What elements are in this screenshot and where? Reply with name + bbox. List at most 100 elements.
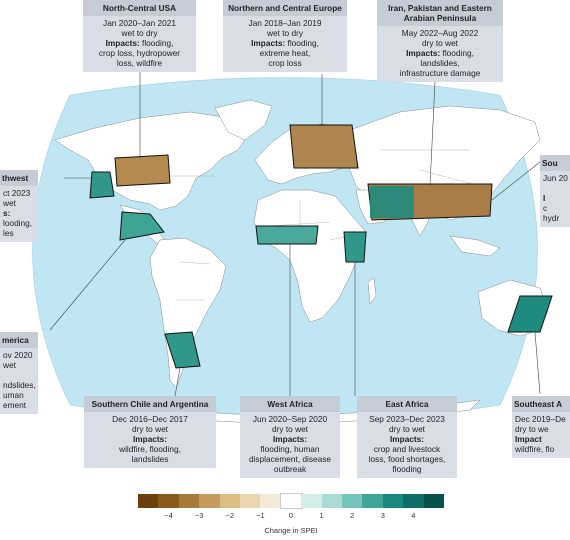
legend-tick-label: 0 [288,511,294,520]
callout-period: Dec 2019–De [515,414,566,424]
legend-swatch [178,494,200,508]
callout-impact-line: c [543,203,548,213]
callout-period: Sep 2023–Dec 2023 [369,414,445,424]
callout-transition: dry to wet [389,424,425,434]
callout-impact-line: uman [3,390,24,400]
callout-transition: dry to wet [132,424,168,434]
callout-impact-line: looding, [3,218,33,228]
callout-northwest: thwest ct 2023 wet s: looding, les [0,170,38,242]
callout-period: May 2022–Aug 2022 [401,28,479,38]
callout-impact-line: ndslides, [3,380,36,390]
legend-tick-label: −3 [194,511,204,520]
callout-period: Dec 2016–Dec 2017 [112,414,188,424]
callout-central-america: merica ov 2020 wet ndslides, uman ement [0,332,38,414]
region-northwest [89,171,115,199]
callout-title: Iran, Pakistan and Eastern Arabian Penin… [377,0,503,26]
callout-impact-line: crop loss [268,58,302,68]
legend-swatch [321,494,343,508]
legend-tick-label: −2 [225,511,235,520]
callout-period: Jun 2020–Sep 2020 [252,414,328,424]
callout-impact-line: les [3,228,14,238]
callout-impact-line: wildfire, flooding, [119,444,181,454]
legend-swatch [260,494,282,508]
callout-impact-line: landslides [131,454,169,464]
legend-tick-label: 3 [380,511,385,520]
legend-caption: Change in SPEI [264,526,318,535]
callout-transition: dry to wet [422,38,458,48]
region-northern-europe [289,124,359,169]
callout-title-line: Arabian Peninsula [403,13,477,23]
callout-title: West Africa [240,396,340,412]
callout-period: ct 2023 [3,188,31,198]
callout-impact-line: flooding, human [260,444,320,454]
callout-impact-line: flooding, [142,38,174,48]
callout-title: Southeast A [512,396,570,412]
legend-swatch [279,493,303,509]
leader-lines [49,62,541,397]
callout-title: Northern and Central Europe [223,0,347,16]
callout-transition: wet to dry [121,28,158,38]
legend-swatch [403,494,425,508]
legend-swatch [362,494,384,508]
callout-impact-line: hydr [543,213,560,223]
legend-swatch [219,494,241,508]
callout-impacts-label: Impact [515,434,542,444]
callout-northern-central-europe: Northern and Central Europe Jan 2018–Jan… [223,0,347,72]
callout-impact-line: loss, wildfire [116,58,163,68]
callout-southeast-australia: Southeast A Dec 2019–De dry to we Impact… [512,396,570,458]
callout-title-line: Iran, Pakistan and Eastern [388,3,492,13]
callout-title: East Africa [357,396,457,412]
callout-impacts-label: Impacts: [272,434,308,444]
callout-impact-line: extreme heat, [259,48,311,58]
callout-impacts-label: Impacts: [389,434,425,444]
callout-impacts-label: Impacts: [251,38,286,48]
region-west-africa [255,225,319,245]
region-north-central-usa [114,154,171,187]
region-southern-chile-argentina [164,331,201,369]
callout-impact-line: loss, food shortages, [368,454,446,464]
anomaly-regions [89,124,553,369]
callout-transition: wet [3,360,16,370]
callout-west-africa: West Africa Jun 2020–Sep 2020 dry to wet… [240,396,340,478]
legend-tick-label: −1 [256,511,265,520]
legend-swatch [158,494,180,508]
legend-tick-label: −4 [164,511,173,520]
region-iran-wet [370,186,414,218]
legend-tick-label: 1 [319,511,324,520]
region-southeast-australia [507,295,553,333]
callout-impact-line: ement [3,400,27,410]
callout-impacts-label: Impacts: [132,434,168,444]
callout-impact-line: outbreak [273,464,307,474]
spei-legend: Change in SPEI −4 −3 −2 −1 0 1 2 3 4 [138,493,445,540]
legend-swatch [301,494,323,508]
region-central-america [119,211,165,241]
callout-impacts-label: Impacts: [406,48,441,58]
callout-transition: dry to wet [272,424,308,434]
legend-swatch [138,494,159,508]
legend-swatch [382,494,404,508]
legend-swatch [199,494,221,508]
legend-tick-label: 2 [350,511,355,520]
callout-impact-line: flooding, [442,48,474,58]
callout-north-central-usa: North-Central USA Jan 2020–Jan 2021 wet … [83,0,196,72]
callout-period: Jun 20 [543,173,568,183]
callout-transition: dry to we [515,424,549,434]
callout-impacts-label: Impacts: [105,38,140,48]
callout-impact-line: infrastructure damage [399,68,481,78]
callout-transition: wet to dry [267,28,303,38]
region-east-africa [343,231,367,263]
callout-title: North-Central USA [83,0,196,16]
callout-impacts-label: I [543,193,546,203]
callout-title: Sou [540,155,570,171]
callout-title: thwest [0,170,38,186]
legend-swatch [240,494,261,508]
callout-southern-chile-argentina: Southern Chile and Argentina Dec 2016–De… [84,396,216,468]
callout-period: Jan 2020–Jan 2021 [103,18,176,28]
callout-impact-line: displacement, disease [248,454,332,464]
callout-period: ov 2020 [3,350,33,360]
callout-south-asia-partial: Sou Jun 20 I c hydr [540,155,570,227]
legend-tick-label: 4 [411,511,416,520]
callout-iran-pakistan: Iran, Pakistan and Eastern Arabian Penin… [377,0,503,82]
callout-title: Southern Chile and Argentina [84,396,216,412]
